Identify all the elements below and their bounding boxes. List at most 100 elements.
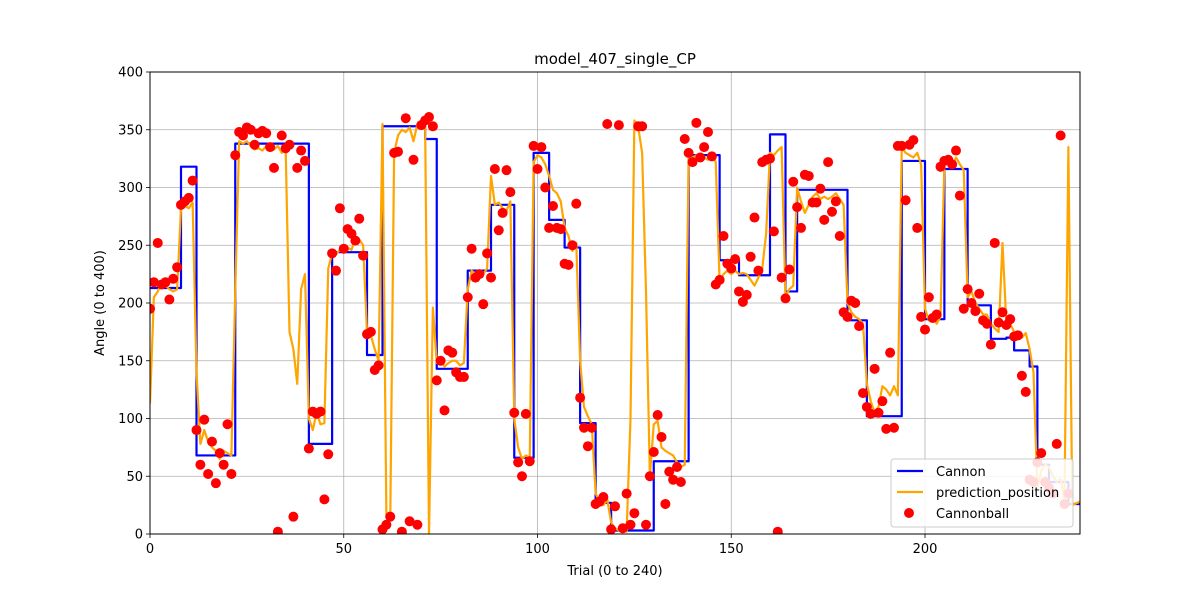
cannonball-point [598,492,609,503]
cannonball-point [544,222,555,233]
cannonball-point [482,248,493,259]
cannonball-point [780,293,791,304]
cannonball-point [706,151,717,162]
cannonball-point [768,226,779,237]
cannonball-point [730,254,741,265]
cannonball-point [439,405,450,416]
cannonball-point [656,431,667,442]
cannonball-point [989,237,1000,248]
cannonball-point [796,222,806,233]
cannonball-point [958,303,969,314]
cannonball-point [381,519,392,530]
cannonball-point [803,170,814,181]
cannonball-point [819,214,830,225]
cannonball-point [150,303,155,314]
cannonball-point [160,277,171,288]
y-tick-label: 150 [118,354,143,369]
cannonball-point [292,162,303,173]
cannonball-point [858,388,868,399]
cannonball-point [815,183,826,194]
cannonball-point [931,309,942,320]
cannonball-point [923,292,934,303]
cannonball-point [327,248,338,259]
legend: Cannon prediction_position Cannonball [890,458,1074,528]
cannonball-point [540,182,551,193]
cannonball-point [238,130,248,141]
cannonball-point [210,478,221,489]
cannonball-point [788,176,799,187]
cannonball-point [486,272,496,283]
cannonball-point [648,446,659,457]
y-tick-label: 0 [135,528,143,543]
cannonball-point [951,145,961,156]
cannonball-point [203,468,214,479]
cannonball-point [602,118,613,129]
x-tick-label: 0 [146,542,154,557]
cannonball-point [896,140,907,151]
cannonball-point [749,212,760,223]
cannonball-point [222,419,233,430]
cannonball-point [524,456,535,467]
cannonball-point [908,135,919,146]
cannonball-point [269,162,279,173]
cannonball-point [877,396,888,407]
cannonball-point [427,121,438,132]
cannonball-point [300,155,310,166]
cannonball-point [1036,448,1047,459]
cannonball-point [218,459,229,470]
cannonball-point [319,494,330,505]
cannonball-point [296,145,307,156]
cannonball-point [400,113,411,124]
cannonball-point [385,511,396,522]
cannonball-point [207,436,217,447]
y-tick-label: 250 [118,239,143,254]
cannonball-point [617,523,628,534]
cannonball-point [586,422,597,433]
cannonball-point [641,519,651,530]
axes: 0 50 100 150 200 0 50 100 150 200 250 300 350 400 [118,66,937,558]
cannonball-point [230,150,241,161]
cannonball-point [753,265,764,276]
cannonball-point [962,284,973,295]
cannonball-point [854,321,865,332]
cannonball-point [985,339,996,350]
cannonball-point [396,526,407,534]
cannonball-point [889,422,899,433]
cannonball-point [272,526,283,534]
x-tick-label: 50 [335,542,352,557]
x-axis-label: Trial (0 to 240) [566,564,662,579]
legend-swatch-cannonball [904,508,914,518]
cannonball-point [191,425,202,436]
cannonball-point [745,251,756,262]
cannonball-point [664,466,675,477]
cannonball-point [637,121,648,132]
cannonball-point [916,311,927,322]
cannonball-point [691,117,702,128]
chart-title: model_407_single_CP [534,50,696,69]
cannonball-point [765,153,775,164]
cannonball-point [520,408,531,419]
cannonball-point [912,222,923,233]
cannonball-point [966,298,977,308]
cannonball-point [288,511,299,522]
cannonball-point [249,139,260,150]
cannonball-point [462,292,473,303]
cannonball-point [261,128,272,139]
cannonball-point [579,422,589,433]
y-tick-label: 350 [118,123,143,138]
cannonball-point [1013,330,1023,341]
cannonball-point [1051,438,1062,449]
cannonball-point [276,130,287,141]
cannonball-point [625,519,636,530]
cannonball-point [493,225,504,236]
cannonball-point [834,231,845,242]
cannonball-point [447,347,458,358]
cannonball-point [466,243,477,254]
cannonball-point [195,459,206,470]
cannonball-point [776,272,787,283]
cannonball-point [920,324,930,335]
cannonball-point [187,175,198,186]
cannonball-point [563,259,574,270]
cannonball-point [331,265,341,276]
